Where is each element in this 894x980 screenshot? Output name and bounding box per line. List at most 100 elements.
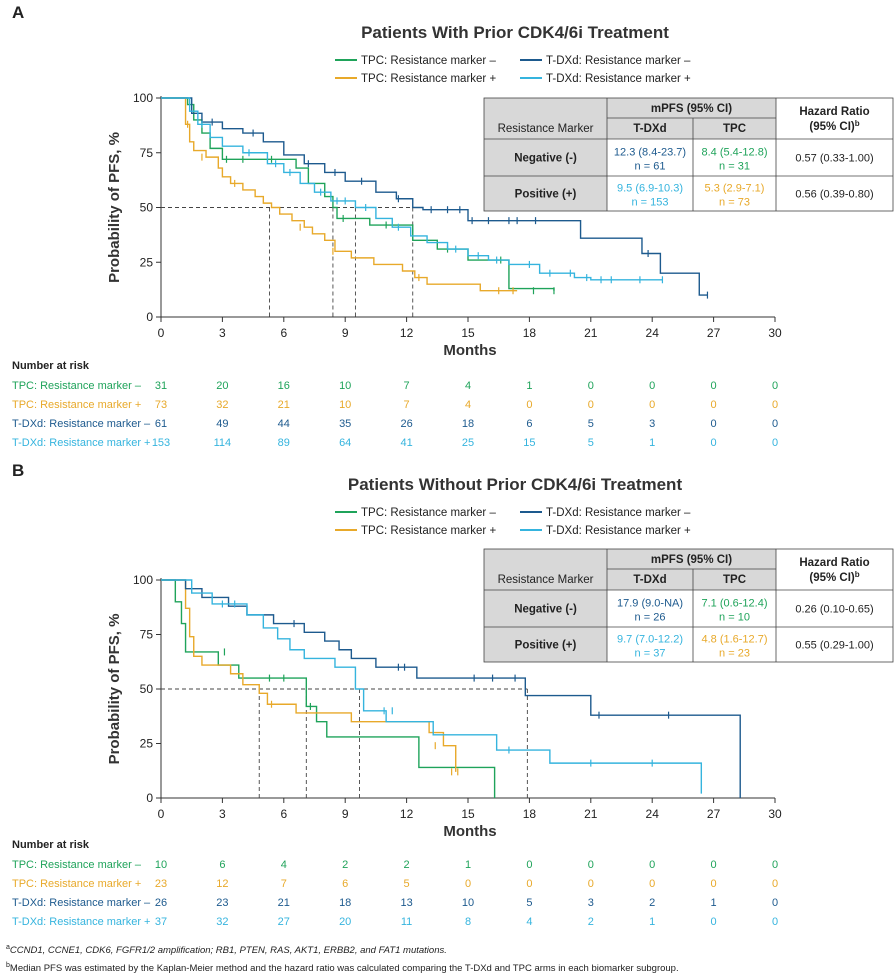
risk-count: 3 — [588, 897, 594, 909]
risk-count: 64 — [339, 437, 351, 449]
y-tick-label: 50 — [140, 201, 154, 215]
risk-count: 0 — [772, 859, 778, 871]
risk-count: 0 — [649, 878, 655, 890]
risk-count: 0 — [526, 399, 532, 411]
table-cell-tdxd-ci: 17.9 (9.0-NA) — [617, 598, 683, 610]
risk-count: 41 — [400, 437, 412, 449]
risk-count: 0 — [649, 859, 655, 871]
legend-label-tpc_pos: TPC: Resistance marker + — [361, 525, 496, 537]
risk-count: 49 — [216, 418, 228, 430]
table-header-hr-sup: b — [855, 570, 860, 579]
table-cell-tpc-n: n = 23 — [719, 648, 750, 660]
table-header-mpfs: mPFS (95% CI) — [651, 103, 732, 115]
risk-count: 44 — [278, 418, 290, 430]
km-curve-tpc_pos — [161, 579, 457, 772]
risk-count: 15 — [523, 437, 535, 449]
risk-count: 2 — [342, 859, 348, 871]
y-tick-label: 25 — [140, 737, 154, 751]
risk-count: 0 — [772, 897, 778, 909]
x-tick-label: 3 — [219, 326, 226, 340]
chart-title: Patients With Prior CDK4/6i Treatment — [361, 23, 669, 42]
risk-count: 1 — [526, 380, 532, 392]
y-tick-label: 100 — [133, 573, 153, 587]
table-header-tdxd: T-DXd — [633, 574, 666, 586]
table-cell-tpc-ci: 8.4 (5.4-12.8) — [701, 147, 767, 159]
y-axis-label: Probability of PFS, % — [106, 132, 123, 283]
risk-count: 18 — [462, 418, 474, 430]
x-tick-label: 15 — [461, 807, 475, 821]
risk-count: 61 — [155, 418, 167, 430]
y-tick-label: 75 — [140, 628, 154, 642]
legend-label-tpc_neg: TPC: Resistance marker – — [361, 507, 496, 519]
table-cell-tpc-n: n = 31 — [719, 161, 750, 173]
panel-b-chart: B Patients Without Prior CDK4/6i Treatmen… — [12, 462, 894, 928]
risk-count: 0 — [649, 380, 655, 392]
footnote-b-text: Median PFS was estimated by the Kaplan-M… — [9, 963, 679, 975]
risk-count: 20 — [339, 916, 351, 928]
table-header-bg — [484, 98, 776, 139]
x-tick-label: 3 — [219, 807, 226, 821]
risk-count: 0 — [711, 437, 717, 449]
legend-label-tpc_pos: TPC: Resistance marker + — [361, 73, 496, 85]
risk-count: 0 — [772, 380, 778, 392]
table-row-marker: Positive (+) — [515, 640, 577, 652]
km-curve-tdxd_neg — [161, 579, 741, 798]
risk-count: 18 — [339, 897, 351, 909]
table-cell-tdxd-n: n = 26 — [635, 612, 666, 624]
risk-count: 0 — [772, 399, 778, 411]
footnote-a-text: CCND1, CCNE1, CDK6, FGFR1/2 amplificatio… — [9, 945, 447, 957]
table-cell-tpc-n: n = 73 — [719, 197, 750, 209]
risk-row-label: T-DXd: Resistance marker – — [12, 418, 151, 430]
x-axis-label: Months — [443, 823, 496, 840]
risk-row-label: TPC: Resistance marker + — [12, 399, 141, 411]
risk-count: 73 — [155, 399, 167, 411]
table-cell-hr: 0.57 (0.33-1.00) — [795, 153, 873, 165]
risk-count: 10 — [339, 380, 351, 392]
table-header-hr: Hazard Ratio — [799, 106, 869, 118]
risk-count: 0 — [465, 878, 471, 890]
risk-count: 0 — [588, 859, 594, 871]
x-tick-label: 24 — [646, 807, 660, 821]
risk-count: 10 — [339, 399, 351, 411]
risk-count: 4 — [281, 859, 287, 871]
risk-count: 4 — [526, 916, 532, 928]
risk-count: 32 — [216, 399, 228, 411]
y-axis-label: Probability of PFS, % — [106, 614, 123, 765]
risk-count: 0 — [711, 916, 717, 928]
risk-count: 35 — [339, 418, 351, 430]
table-cell-hr: 0.26 (0.10-0.65) — [795, 604, 873, 616]
risk-table-title: Number at risk — [12, 360, 90, 372]
risk-count: 37 — [155, 916, 167, 928]
x-tick-label: 30 — [768, 326, 782, 340]
table-cell-tpc-ci: 7.1 (0.6-12.4) — [701, 598, 767, 610]
y-tick-label: 0 — [146, 791, 153, 805]
table-cell-hr: 0.55 (0.29-1.00) — [795, 640, 873, 652]
panel-letter: B — [12, 462, 24, 480]
table-cell-tdxd-n: n = 61 — [635, 161, 666, 173]
table-header-hr-ci: (95% CI)b — [809, 119, 859, 133]
risk-count: 26 — [400, 418, 412, 430]
table-header-marker: Resistance Marker — [498, 123, 594, 135]
risk-count: 7 — [404, 399, 410, 411]
risk-count: 4 — [465, 399, 471, 411]
risk-count: 2 — [404, 859, 410, 871]
risk-count: 0 — [649, 399, 655, 411]
km-curve-tdxd_neg — [161, 97, 708, 296]
risk-count: 0 — [772, 437, 778, 449]
x-tick-label: 21 — [584, 807, 598, 821]
risk-count: 23 — [216, 897, 228, 909]
x-tick-label: 27 — [707, 326, 721, 340]
table-header-tpc: TPC — [723, 574, 746, 586]
risk-row-label: T-DXd: Resistance marker + — [12, 916, 150, 928]
y-tick-label: 25 — [140, 255, 154, 269]
risk-count: 25 — [462, 437, 474, 449]
x-tick-label: 0 — [158, 326, 165, 340]
table-border — [483, 97, 894, 212]
risk-count: 5 — [588, 437, 594, 449]
legend-label-tdxd_neg: T-DXd: Resistance marker – — [546, 507, 691, 519]
risk-count: 27 — [278, 916, 290, 928]
km-curve-tpc_neg — [161, 579, 496, 798]
risk-count: 0 — [526, 878, 532, 890]
x-tick-label: 0 — [158, 807, 165, 821]
risk-count: 0 — [711, 878, 717, 890]
